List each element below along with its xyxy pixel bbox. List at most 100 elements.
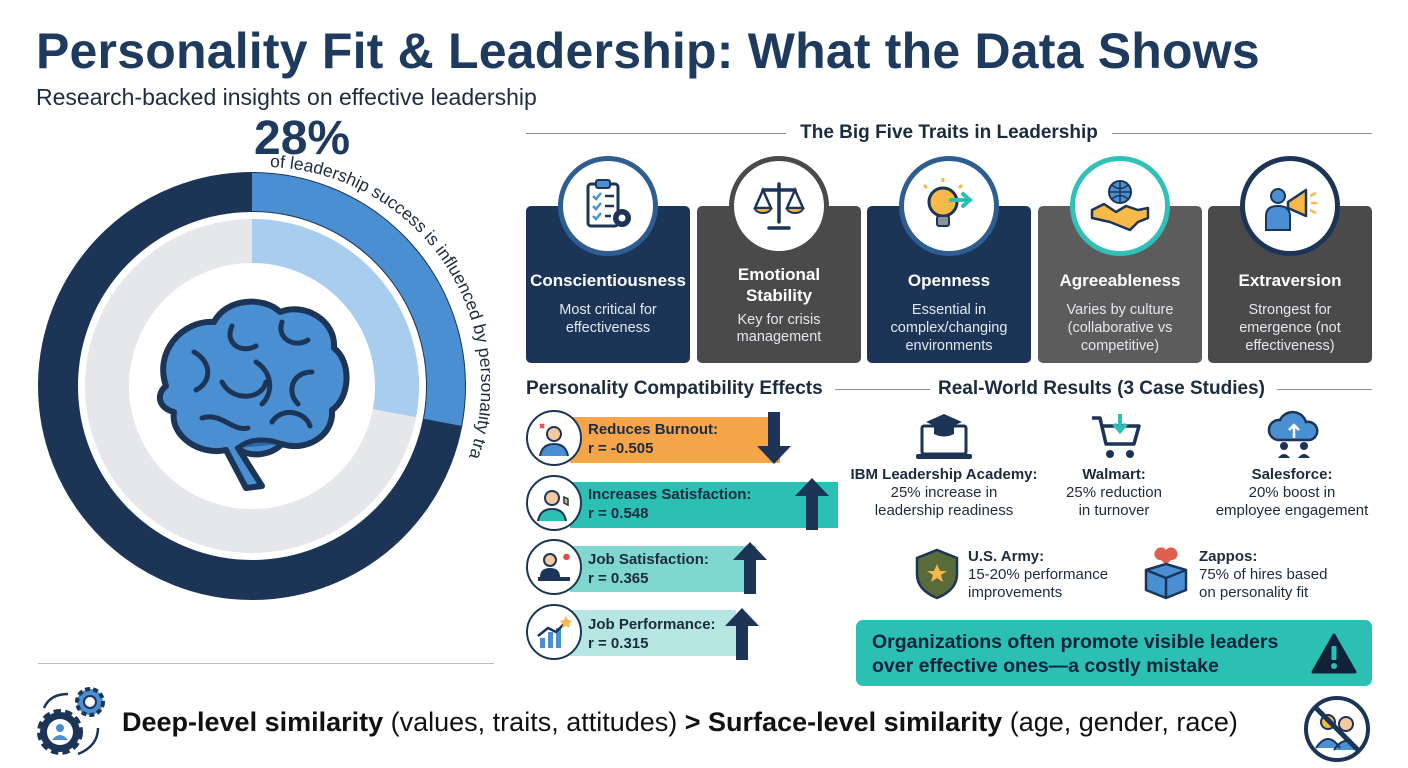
gears-person-icon: [37, 687, 105, 756]
cart-icon: [1092, 414, 1141, 458]
trait-desc-line3: competitive): [1080, 338, 1160, 354]
surface-level-label: Surface-level similarity: [700, 707, 1003, 737]
trait-name: Emotional: [737, 265, 821, 284]
heading-rule-right: [1111, 132, 1372, 134]
trait-desc-line1: Strongest for: [1248, 302, 1332, 318]
checklist-gear-icon: [558, 156, 658, 256]
case-line2: in turnover: [1078, 502, 1150, 519]
deep-level-label: Deep-level similarity: [122, 707, 384, 737]
callout-line1: Organizations often promote visible lead…: [872, 631, 1279, 653]
case-us-army: U.S. Army: 15-20% performance improvemen…: [968, 548, 1108, 602]
trait-desc-line3: environments: [905, 338, 993, 354]
effect-label-job-satisfaction: Job Satisfaction:: [588, 551, 709, 568]
desk-worker-icon: [526, 539, 582, 595]
stat-value: 28%: [254, 112, 350, 165]
trait-desc-line2: (collaborative vs: [1067, 320, 1173, 336]
surface-level-examples: (age, gender, race): [1002, 707, 1238, 737]
lightbulb-arrow-icon: [899, 156, 999, 256]
donut-inner-highlight: [251, 219, 419, 418]
up-arrow-icon: [725, 608, 759, 660]
trait-desc-line1: Most critical for: [559, 302, 657, 318]
trait-name: Conscientiousness: [530, 271, 686, 290]
trait-desc-line2: complex/changing: [890, 320, 1008, 336]
effect-bar-job-satisfaction: [570, 546, 756, 592]
greater-than-sign: >: [684, 707, 701, 737]
trait-desc-line1: Essential in: [911, 302, 987, 318]
effect-bar-burnout: [570, 417, 780, 463]
case-org: Zappos:: [1199, 548, 1258, 565]
warning-icon: [1311, 633, 1357, 674]
case-line1: 25% increase in: [890, 484, 998, 501]
case-ibm: IBM Leadership Academy: 25% increase in …: [848, 466, 1040, 520]
case-line1: 75% of hires based: [1199, 566, 1328, 583]
handshake-globe-icon: [1070, 156, 1170, 256]
effect-r-job-satisfaction: r = 0.365: [588, 570, 649, 587]
up-arrow-icon: [795, 478, 829, 530]
stressed-person-icon: [526, 410, 582, 466]
case-line1: 25% reduction: [1066, 484, 1162, 501]
effect-label-burnout: Reduces Burnout:: [588, 421, 719, 438]
effect-label-increases-satisfaction: Increases Satisfaction:: [588, 486, 752, 503]
laptop-graduation-icon: [916, 414, 972, 459]
case-line2: employee engagement: [1215, 502, 1369, 519]
no-surface-similarity-icon: [1304, 696, 1370, 762]
up-arrow-icon: [733, 542, 767, 594]
case-org: Salesforce:: [1251, 466, 1333, 483]
down-arrow-icon: [757, 412, 791, 464]
case-org: U.S. Army:: [968, 548, 1045, 565]
box-heart-icon: [1144, 547, 1188, 600]
callout-line2: over effective ones—a costly mistake: [872, 655, 1219, 677]
trait-name: Openness: [907, 271, 991, 290]
effect-bar-increases-satisfaction: [570, 482, 838, 528]
megaphone-person-icon: [1240, 156, 1340, 256]
case-zappos: Zappos: 75% of hires based on personalit…: [1199, 548, 1327, 602]
big-five-heading: The Big Five Traits in Leadership: [526, 122, 1372, 144]
army-badge-icon: [915, 548, 959, 600]
case-salesforce: Salesforce: 20% boost in employee engage…: [1206, 466, 1378, 520]
case-org: IBM Leadership Academy:: [850, 466, 1038, 483]
compatibility-bars: [570, 412, 838, 660]
compatibility-heading-text: Personality Compatibility Effects: [526, 378, 823, 399]
scales-icon: [729, 156, 829, 256]
donut-outer-highlight: [251, 173, 465, 426]
trait-desc-line3: effectiveness): [1245, 338, 1335, 354]
divider: [38, 663, 494, 664]
trait-desc-line1: Varies by culture: [1066, 302, 1174, 318]
effect-label-job-performance: Job Performance:: [588, 616, 716, 633]
trait-name-line2: Stability: [745, 286, 813, 305]
leadership-stat-donut: 28% of leadership success is influenced …: [30, 112, 490, 600]
heading-rule: [1276, 388, 1372, 390]
case-org: Walmart:: [1082, 466, 1146, 483]
trait-desc-line2: effectiveness: [565, 320, 651, 336]
brain-icon: [156, 298, 350, 491]
case-line2: improvements: [968, 584, 1063, 601]
trait-desc-line2: emergence (not: [1239, 320, 1341, 336]
heading-rule: [834, 388, 930, 390]
similarity-statement: Deep-level similarity (values, traits, a…: [122, 707, 1238, 738]
page-subtitle: Research-backed insights on effective le…: [36, 84, 537, 110]
trait-name: Extraversion: [1238, 271, 1342, 290]
trait-desc-line1: Key for crisis: [737, 312, 821, 328]
page-title: Personality Fit & Leadership: What the D…: [36, 23, 1260, 79]
compatibility-heading: Personality Compatibility Effects: [526, 378, 930, 400]
case-line2: on personality fit: [1199, 584, 1309, 601]
case-line2: leadership readiness: [874, 502, 1014, 519]
happy-person-icon: [526, 475, 582, 531]
case-studies-heading: Real-World Results (3 Case Studies): [938, 378, 1372, 400]
trait-name: Agreeableness: [1059, 271, 1181, 290]
cloud-people-icon: [1267, 410, 1319, 458]
trait-desc-line2: management: [736, 329, 822, 345]
effect-bar-job-performance: [570, 610, 736, 656]
growth-chart-icon: [526, 604, 582, 660]
effect-r-burnout: r = -0.505: [588, 440, 654, 457]
deep-level-examples: (values, traits, attitudes): [383, 707, 685, 737]
effect-r-job-performance: r = 0.315: [588, 635, 649, 652]
case-studies-heading-text: Real-World Results (3 Case Studies): [938, 378, 1265, 399]
case-line1: 15-20% performance: [968, 566, 1109, 583]
big-five-heading-text: The Big Five Traits in Leadership: [800, 122, 1098, 143]
warning-callout: Organizations often promote visible lead…: [856, 620, 1372, 686]
case-walmart: Walmart: 25% reduction in turnover: [1050, 466, 1178, 520]
effect-r-increases-satisfaction: r = 0.548: [588, 505, 649, 522]
heading-rule-left: [526, 132, 787, 134]
case-line1: 20% boost in: [1248, 484, 1336, 501]
